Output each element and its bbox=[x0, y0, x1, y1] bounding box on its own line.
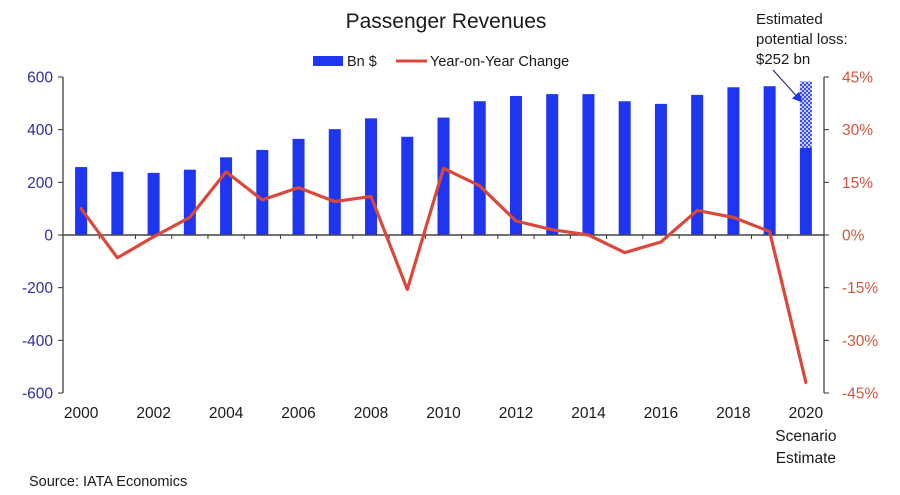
left-tick-label: -200 bbox=[22, 280, 53, 297]
x-tick-label-2008: 2008 bbox=[354, 405, 388, 422]
bar-2009 bbox=[401, 136, 414, 235]
annotation-arrow bbox=[772, 69, 803, 103]
bar-2007 bbox=[328, 129, 341, 235]
bar-2019 bbox=[763, 86, 776, 235]
x-sublabel-1: Estimate bbox=[776, 450, 836, 467]
bar-2015 bbox=[618, 101, 631, 235]
right-tick-label: -15% bbox=[842, 280, 878, 297]
legend: Bn $ Year-on-Year Change bbox=[313, 54, 569, 70]
bar-2001 bbox=[111, 171, 124, 235]
labels-layer: 6004002000-200-400-60045%30%15%0%-15%-30… bbox=[22, 70, 878, 468]
left-tick-label: 0 bbox=[44, 228, 53, 245]
x-tick-label-2004: 2004 bbox=[209, 405, 244, 422]
left-tick-label: -400 bbox=[22, 333, 53, 350]
legend-label-line: Year-on-Year Change bbox=[430, 54, 569, 70]
right-tick-label: 0% bbox=[842, 228, 865, 245]
bar-2002 bbox=[147, 172, 160, 235]
bar-2013 bbox=[546, 94, 559, 235]
right-tick-label: 45% bbox=[842, 70, 873, 87]
bar-2014 bbox=[582, 94, 595, 235]
annotation-line-2: potential loss: bbox=[756, 31, 848, 48]
bar-2005 bbox=[256, 149, 269, 235]
bar-2018 bbox=[727, 87, 740, 236]
x-tick-label-2010: 2010 bbox=[426, 405, 461, 422]
right-tick-label: 15% bbox=[842, 175, 873, 192]
right-tick-label: 30% bbox=[842, 122, 873, 139]
x-sublabel-0: Scenario bbox=[775, 428, 836, 445]
x-tick-label-2000: 2000 bbox=[64, 405, 99, 422]
x-tick-label-2002: 2002 bbox=[136, 405, 170, 422]
bar-2000 bbox=[75, 167, 88, 235]
bar-estimated-loss-2020 bbox=[799, 81, 812, 148]
x-tick-label-2020: 2020 bbox=[789, 405, 824, 422]
right-tick-label: -45% bbox=[842, 386, 878, 403]
annotation-line-3: $252 bn bbox=[756, 51, 810, 68]
left-tick-label: -600 bbox=[22, 386, 53, 403]
x-tick-label-2012: 2012 bbox=[499, 405, 533, 422]
x-tick-label-2014: 2014 bbox=[571, 405, 606, 422]
legend-label-bars: Bn $ bbox=[347, 54, 377, 70]
x-tick-label-2006: 2006 bbox=[281, 405, 315, 422]
axes-layer bbox=[58, 76, 829, 394]
left-tick-label: 400 bbox=[27, 122, 53, 139]
bar-2003 bbox=[183, 169, 196, 235]
x-tick-label-2018: 2018 bbox=[716, 405, 750, 422]
bar-2017 bbox=[691, 94, 704, 235]
bar-2008 bbox=[365, 118, 378, 235]
left-tick-label: 600 bbox=[27, 70, 53, 87]
chart-title: Passenger Revenues bbox=[346, 10, 547, 33]
bar-2004 bbox=[220, 157, 233, 235]
right-tick-label: -30% bbox=[842, 333, 878, 350]
source-note: Source: IATA Economics bbox=[29, 474, 187, 490]
bar-2016 bbox=[654, 103, 667, 235]
bar-2020 bbox=[799, 147, 812, 235]
line-layer bbox=[79, 166, 808, 385]
bar-2010 bbox=[437, 117, 450, 235]
legend-swatch-bars bbox=[313, 56, 343, 66]
left-tick-label: 200 bbox=[27, 175, 53, 192]
bar-2011 bbox=[473, 101, 486, 235]
loss-annotation: Estimated potential loss: $252 bn bbox=[756, 11, 848, 103]
x-tick-label-2016: 2016 bbox=[644, 405, 678, 422]
annotation-line-1: Estimated bbox=[756, 11, 823, 28]
bar-2012 bbox=[509, 95, 522, 236]
